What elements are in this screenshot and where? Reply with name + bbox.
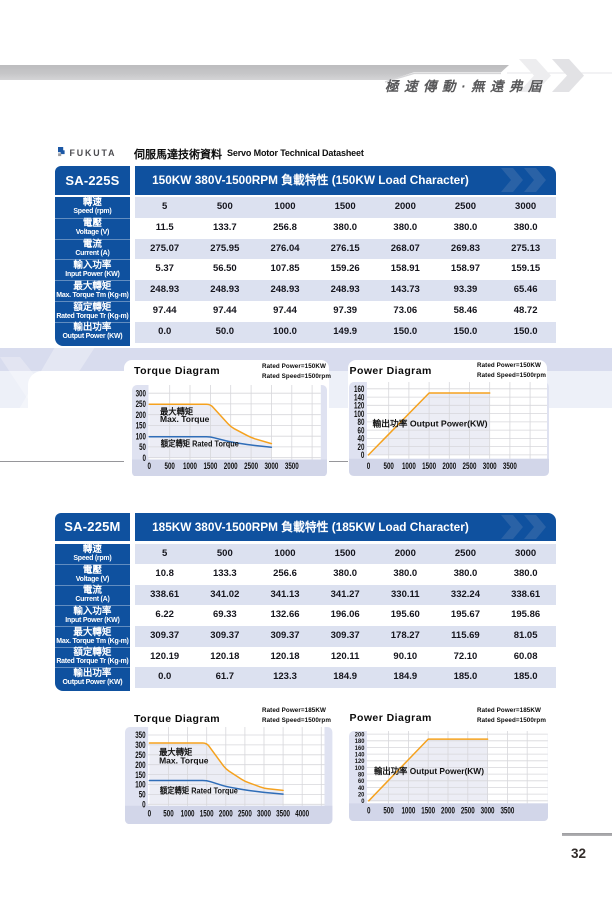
svg-text:150: 150: [136, 770, 146, 780]
svg-text:輸出功率 Output Power(KW): 輸出功率 Output Power(KW): [374, 765, 484, 775]
svg-text:180: 180: [355, 738, 365, 745]
svg-text:額定轉矩 Rated Torque: 額定轉矩 Rated Torque: [159, 786, 238, 796]
svg-text:2000: 2000: [219, 809, 233, 819]
svg-text:200: 200: [135, 409, 145, 419]
svg-text:0: 0: [142, 800, 145, 810]
svg-text:0: 0: [361, 450, 364, 460]
svg-text:160: 160: [354, 384, 364, 394]
svg-text:3000: 3000: [483, 461, 497, 471]
svg-text:2000: 2000: [441, 805, 455, 815]
svg-text:3000: 3000: [257, 809, 271, 819]
svg-text:100: 100: [136, 780, 146, 790]
svg-text:1000: 1000: [401, 805, 415, 815]
svg-text:100: 100: [355, 764, 365, 771]
svg-text:2500: 2500: [461, 805, 475, 815]
svg-text:120: 120: [354, 401, 364, 411]
svg-text:0: 0: [367, 461, 370, 471]
svg-text:輸出功率 Output Power(KW): 輸出功率 Output Power(KW): [373, 419, 488, 429]
svg-text:200: 200: [136, 760, 146, 770]
svg-text:3500: 3500: [277, 809, 291, 819]
svg-text:0: 0: [367, 805, 370, 815]
svg-text:3500: 3500: [500, 805, 514, 815]
svg-text:1500: 1500: [203, 460, 217, 470]
svg-text:20: 20: [358, 442, 365, 452]
svg-text:3000: 3000: [264, 460, 278, 470]
svg-text:250: 250: [135, 399, 145, 409]
svg-text:1500: 1500: [421, 805, 435, 815]
svg-text:3500: 3500: [284, 460, 298, 470]
svg-text:Max. Torque: Max. Torque: [160, 414, 210, 424]
svg-text:2000: 2000: [442, 461, 456, 471]
svg-text:2000: 2000: [223, 460, 237, 470]
svg-text:300: 300: [136, 740, 146, 750]
svg-text:40: 40: [358, 434, 365, 444]
svg-text:500: 500: [164, 460, 174, 470]
svg-text:80: 80: [358, 771, 365, 778]
svg-text:250: 250: [136, 750, 146, 760]
svg-text:500: 500: [164, 809, 174, 819]
svg-text:Max. Torque: Max. Torque: [159, 756, 209, 766]
svg-text:20: 20: [358, 791, 365, 798]
svg-text:300: 300: [135, 388, 145, 398]
svg-text:80: 80: [358, 417, 365, 427]
svg-text:60: 60: [358, 778, 365, 785]
svg-text:40: 40: [358, 784, 365, 791]
svg-text:50: 50: [139, 442, 146, 452]
svg-text:200: 200: [355, 731, 365, 738]
svg-text:500: 500: [384, 461, 394, 471]
svg-text:0: 0: [147, 460, 151, 470]
svg-text:額定轉矩 Rated Torque: 額定轉矩 Rated Torque: [159, 438, 238, 448]
svg-text:3000: 3000: [481, 805, 495, 815]
svg-text:150: 150: [135, 420, 145, 430]
svg-text:100: 100: [135, 431, 145, 441]
svg-text:100: 100: [354, 409, 364, 419]
svg-text:最大轉矩: 最大轉矩: [159, 747, 193, 757]
svg-text:1000: 1000: [181, 809, 195, 819]
svg-text:50: 50: [139, 790, 146, 800]
svg-text:350: 350: [136, 730, 146, 740]
svg-text:120: 120: [355, 758, 365, 765]
svg-text:1500: 1500: [200, 809, 214, 819]
svg-text:1500: 1500: [422, 461, 436, 471]
svg-text:2500: 2500: [244, 460, 258, 470]
svg-text:4000: 4000: [296, 809, 310, 819]
svg-text:500: 500: [383, 805, 393, 815]
svg-text:0: 0: [142, 452, 146, 462]
svg-text:2500: 2500: [238, 809, 252, 819]
svg-text:2500: 2500: [463, 461, 477, 471]
svg-text:60: 60: [358, 426, 365, 436]
svg-text:0: 0: [148, 809, 151, 819]
svg-text:140: 140: [355, 751, 365, 758]
svg-text:3500: 3500: [503, 461, 517, 471]
svg-text:160: 160: [355, 744, 365, 751]
svg-text:140: 140: [354, 393, 364, 403]
svg-text:1000: 1000: [402, 461, 416, 471]
svg-text:最大轉矩: 最大轉矩: [160, 406, 194, 416]
svg-text:0: 0: [361, 798, 365, 805]
svg-text:1000: 1000: [183, 460, 197, 470]
